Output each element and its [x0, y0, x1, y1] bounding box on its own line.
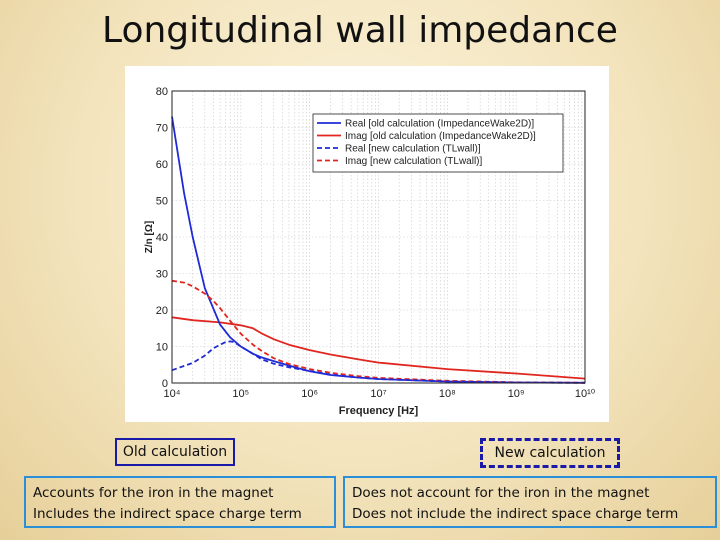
y-tick-label: 10: [156, 342, 168, 354]
new-description-line-1: Does not account for the iron in the mag…: [352, 485, 650, 501]
x-tick-label: 10⁹: [508, 388, 525, 400]
series-line-4: [171, 279, 586, 384]
impedance-chart: 0 10 20 30 40 50 60 70 80 10⁴ 10⁵ 10⁶ 10⁷ 10⁸ 10⁹ 10¹⁰ …: [125, 66, 609, 422]
series-line-2: [171, 316, 586, 380]
legend-entry: Real [new calculation (TLwall)]: [345, 144, 481, 155]
slide-title: Longitudinal wall impedance: [102, 10, 618, 51]
y-tick-label: 80: [156, 86, 168, 98]
y-tick-label: 60: [156, 159, 168, 171]
x-tick-label: 10⁶: [301, 388, 318, 400]
old-description-line-1: Accounts for the iron in the magnet: [33, 485, 274, 501]
y-tick-label: 0: [162, 378, 168, 390]
x-axis-label: Frequency [Hz]: [339, 405, 419, 417]
new-calculation-label: New calculation: [480, 438, 620, 468]
series-line-3: [171, 340, 586, 384]
new-calculation-description: Does not account for the iron in the mag…: [343, 476, 717, 528]
legend-entry: Imag [old calculation (ImpedanceWake2D)]: [345, 131, 536, 142]
legend-entry: Imag [new calculation (TLwall)]: [345, 156, 482, 167]
series-layer: [171, 116, 586, 384]
y-tick-label: 70: [156, 123, 168, 135]
old-calculation-description: Accounts for the iron in the magnet Incl…: [24, 476, 336, 528]
x-tick-label: 10¹⁰: [575, 388, 596, 400]
axes-frame: [171, 90, 586, 384]
new-description-line-2: Does not include the indirect space char…: [352, 506, 679, 522]
x-tick-label: 10⁴: [164, 388, 181, 400]
y-tick-label: 20: [156, 305, 168, 317]
x-tick-label: 10⁷: [370, 388, 386, 400]
y-tick-label: 40: [156, 232, 168, 244]
series-line-1: [171, 116, 586, 384]
y-axis-label: Z/n [Ω]: [144, 221, 155, 253]
tick-layer: 0 10 20 30 40 50 60 70 80 10⁴ 10⁵ 10⁶ 10⁷ 10⁸ 10⁹ 10¹⁰: [156, 86, 596, 400]
x-tick-label: 10⁵: [232, 388, 249, 400]
y-tick-label: 50: [156, 196, 168, 208]
old-description-line-2: Includes the indirect space charge term: [33, 506, 302, 522]
legend-entry: Real [old calculation (ImpedanceWake2D)]: [345, 119, 534, 130]
legend: Real [old calculation (ImpedanceWake2D)]…: [312, 113, 564, 173]
legend-box: [312, 113, 564, 173]
old-calculation-label: Old calculation: [115, 438, 235, 466]
x-tick-label: 10⁸: [439, 388, 456, 400]
y-tick-label: 30: [156, 269, 168, 281]
